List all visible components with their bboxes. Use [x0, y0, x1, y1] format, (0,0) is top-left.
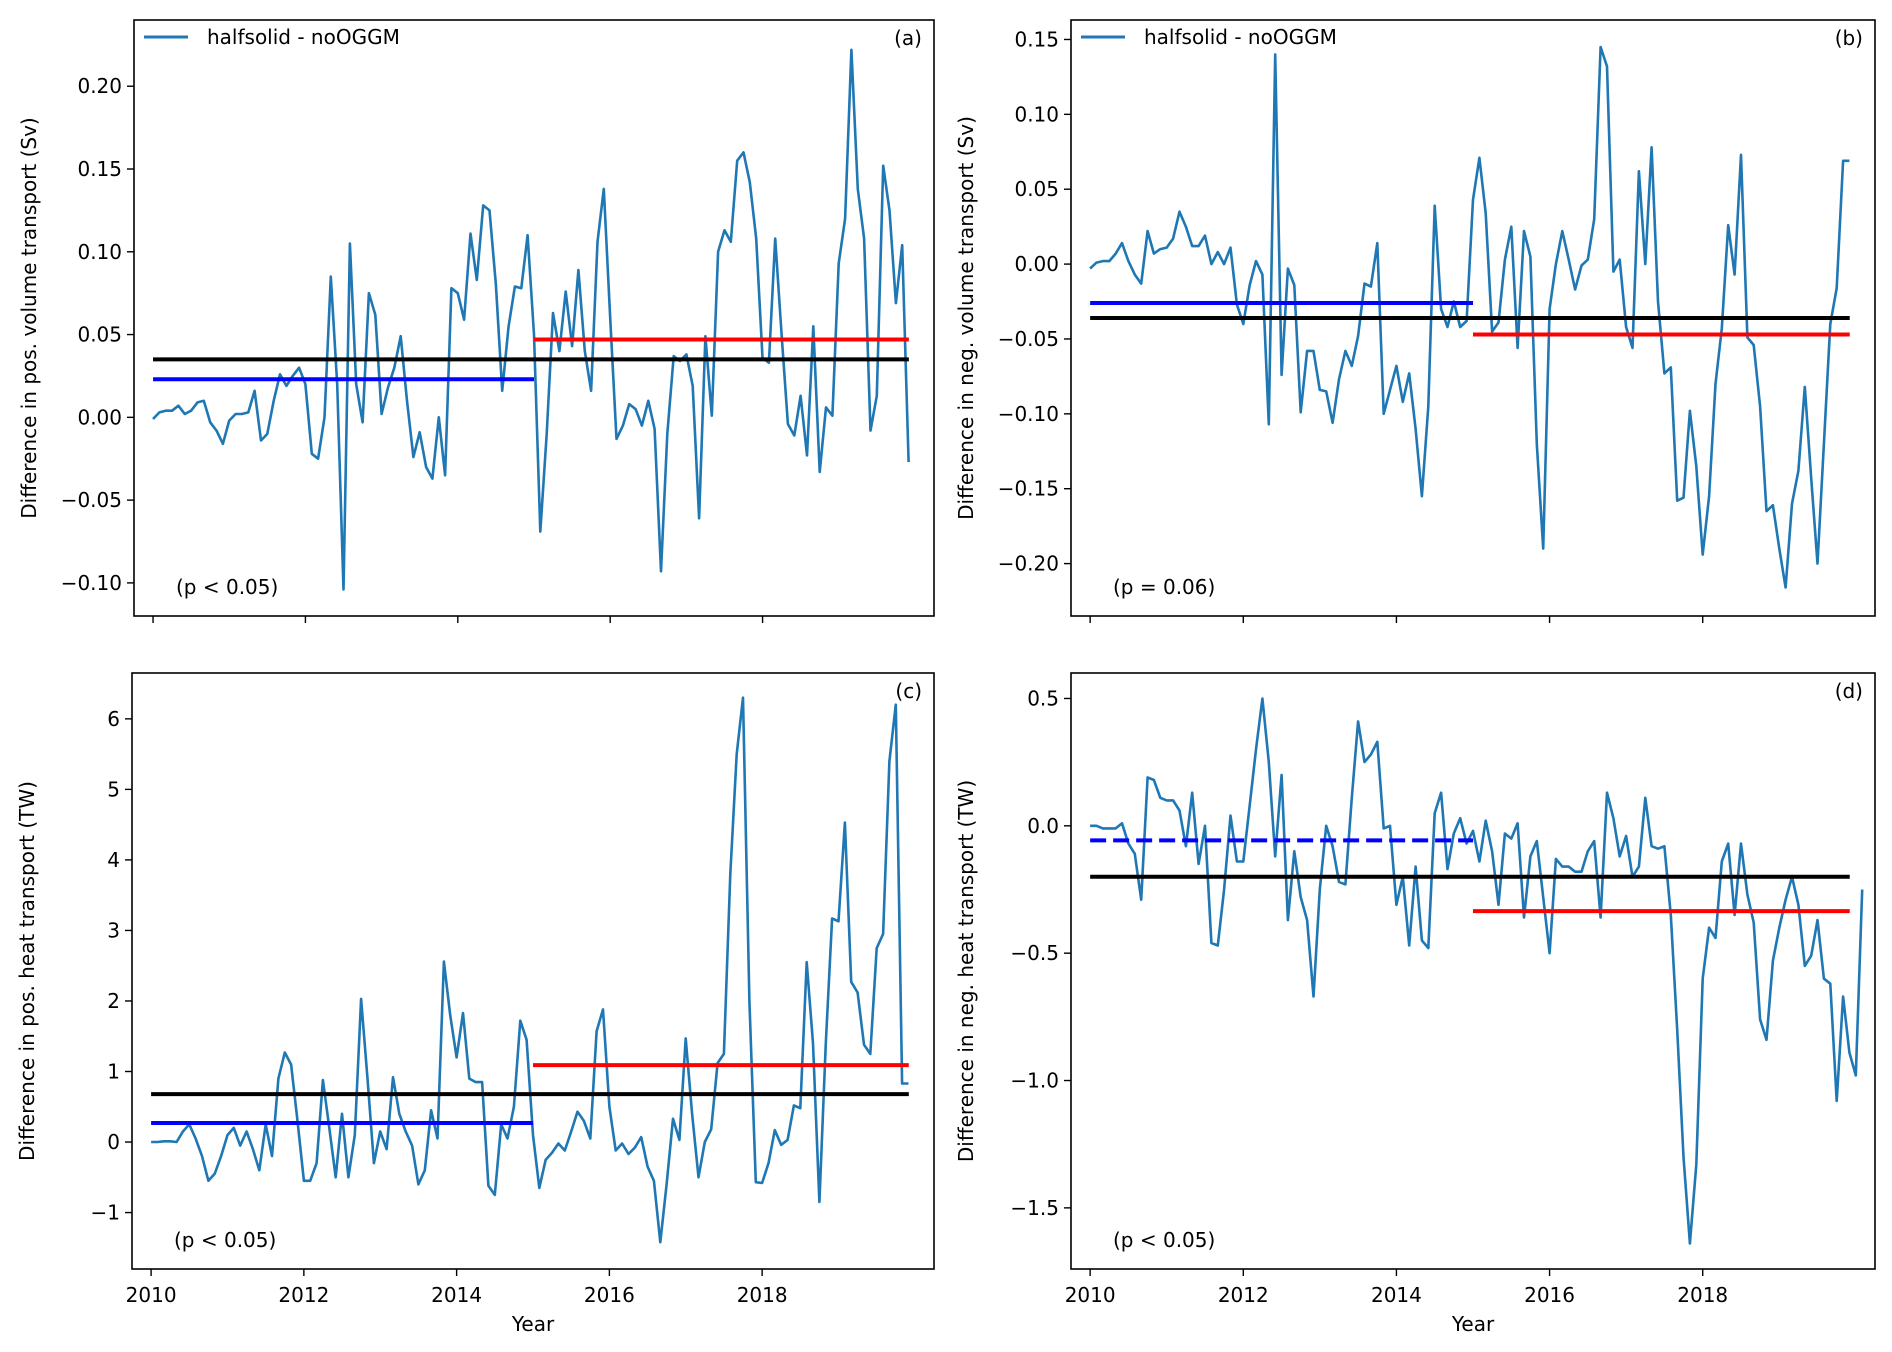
y-tick-label: 0.15	[77, 157, 122, 181]
y-tick-label: 0	[107, 1130, 120, 1154]
y-tick-label: −0.05	[998, 327, 1059, 351]
y-tick-label: 0.5	[1027, 686, 1059, 710]
axes-frame	[131, 672, 935, 1270]
y-tick-label: −0.5	[1010, 941, 1059, 965]
panel-b: −0.20 −0.15 −0.10 −0.05 0.00 0.05 0.10 0.15 Diff…	[954, 19, 1876, 623]
x-tick-label: 2016	[1524, 1283, 1575, 1307]
series-line	[1090, 697, 1864, 1245]
y-tick-label: 0.10	[77, 240, 122, 264]
y-tick-label: 0.05	[1014, 177, 1059, 201]
axes-frame	[133, 19, 935, 617]
x-tick-label: 2012	[278, 1283, 329, 1307]
y-axis-label: Difference in neg. heat transport (TW)	[954, 780, 978, 1162]
p-value-annotation: (p < 0.05)	[176, 575, 278, 599]
y-axis-label: Difference in pos. volume transport (Sv)	[17, 117, 41, 518]
x-tick-label: 2018	[737, 1283, 788, 1307]
legend-label: halfsolid - noOGGM	[1144, 25, 1337, 49]
y-tick-label: 3	[107, 918, 120, 942]
y-tick-label: −0.10	[61, 571, 122, 595]
x-axis-label: Year	[1451, 1312, 1495, 1336]
y-tick-label: −0.10	[998, 402, 1059, 426]
y-tick-label: 0.05	[77, 323, 122, 347]
series-line	[152, 48, 910, 591]
p-value-annotation: (p = 0.06)	[1113, 575, 1215, 599]
x-tick-label: 2016	[584, 1283, 635, 1307]
y-tick-label: −1.0	[1010, 1069, 1059, 1093]
panel-label: (d)	[1835, 679, 1863, 703]
y-tick-label: −1.5	[1010, 1196, 1059, 1220]
panel-d: −1.5 −1.0 −0.5 0.0 0.5 2010 2012 2014 2016 2018 Di…	[954, 672, 1876, 1336]
x-tick-label: 2012	[1218, 1283, 1269, 1307]
panel-label: (a)	[894, 26, 922, 50]
panel-a: −0.10 −0.05 0.00 0.05 0.10 0.15 0.20 Difference…	[17, 19, 935, 623]
y-tick-label: −0.15	[998, 477, 1059, 501]
series-line	[1089, 45, 1850, 589]
y-tick-label: 0.20	[77, 74, 122, 98]
x-tick-label: 2010	[1065, 1283, 1116, 1307]
axes-frame	[1070, 19, 1876, 617]
x-tick-label: 2014	[431, 1283, 482, 1307]
x-tick-label: 2018	[1677, 1283, 1728, 1307]
x-axis-label: Year	[511, 1312, 555, 1336]
p-value-annotation: (p < 0.05)	[174, 1228, 276, 1252]
legend-label: halfsolid - noOGGM	[207, 25, 400, 49]
y-tick-label: 0.10	[1014, 102, 1059, 126]
panel-c: −1 0 1 2 3 4 5 6 2010 2012 2014 2016 2018 Difference …	[15, 672, 935, 1336]
y-tick-label: 0.00	[1014, 252, 1059, 276]
p-value-annotation: (p < 0.05)	[1113, 1228, 1215, 1252]
y-tick-label: 4	[107, 848, 120, 872]
x-tick-label: 2010	[126, 1283, 177, 1307]
x-tick-label: 2014	[1371, 1283, 1422, 1307]
y-tick-label: 0.0	[1027, 814, 1059, 838]
y-axis-label: Difference in pos. heat transport (TW)	[15, 781, 39, 1161]
series-line	[151, 696, 909, 1244]
panel-label: (b)	[1835, 26, 1863, 50]
axes-frame	[1070, 672, 1876, 1270]
y-tick-label: 1	[107, 1060, 120, 1084]
y-tick-label: 2	[107, 989, 120, 1013]
panel-label: (c)	[895, 679, 922, 703]
y-tick-label: 0.15	[1014, 27, 1059, 51]
y-tick-label: −0.05	[61, 488, 122, 512]
y-tick-label: 0.00	[77, 405, 122, 429]
y-tick-label: 5	[107, 777, 120, 801]
y-tick-label: 6	[107, 707, 120, 731]
y-axis-label: Difference in neg. volume transport (Sv)	[954, 116, 978, 520]
y-tick-label: −1	[91, 1201, 120, 1225]
y-tick-label: −0.20	[998, 552, 1059, 576]
